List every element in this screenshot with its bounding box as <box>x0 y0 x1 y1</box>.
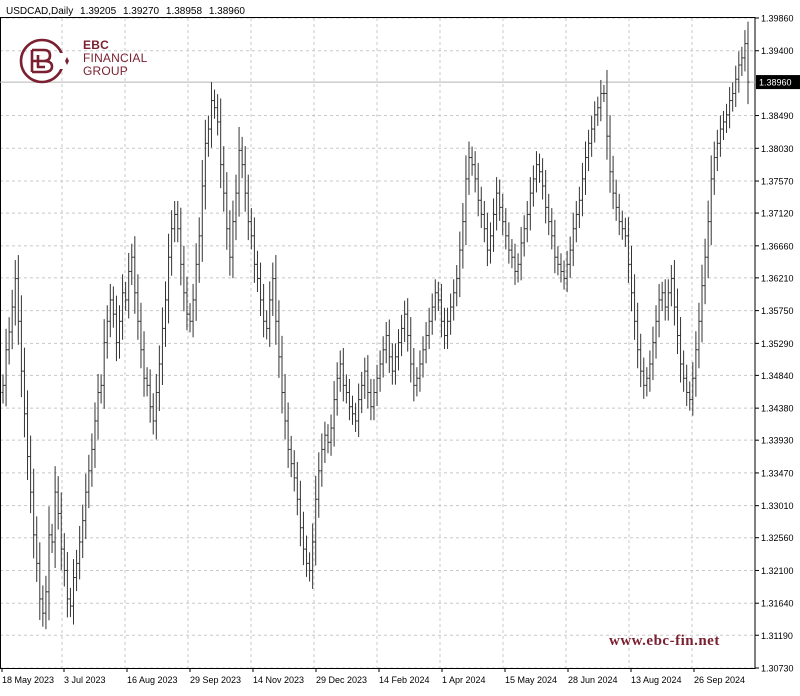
y-tick-label: 1.37570 <box>761 177 794 187</box>
y-tick-label: 1.34840 <box>761 371 794 381</box>
y-tick-label: 1.39400 <box>761 46 794 56</box>
symbol-header: USDCAD,Daily 1.39205 1.39270 1.38958 1.3… <box>6 6 249 17</box>
y-tick-label: 1.39860 <box>761 14 794 24</box>
x-tick-label: 28 Jun 2024 <box>568 675 618 685</box>
low-value: 1.38958 <box>165 6 203 17</box>
ebc-logo: EBC FINANCIAL GROUP <box>19 35 179 87</box>
x-tick-label: 13 Aug 2024 <box>631 675 682 685</box>
y-tick-label: 1.31190 <box>761 631 793 641</box>
ebc-logo-mark-icon <box>19 38 69 84</box>
y-tick-label: 1.37120 <box>761 209 794 219</box>
y-tick-label: 1.30730 <box>761 664 794 674</box>
x-tick-label: 29 Dec 2023 <box>316 675 367 685</box>
x-tick-label: 18 May 2023 <box>2 675 54 685</box>
y-tick-label: 1.38490 <box>761 111 794 121</box>
x-tick-label: 29 Sep 2023 <box>190 675 241 685</box>
symbol-label: USDCAD,Daily <box>6 6 74 17</box>
y-tick-label: 1.35750 <box>761 306 794 316</box>
y-tick-label: 1.34380 <box>761 404 794 414</box>
close-value: 1.38960 <box>208 6 245 17</box>
y-tick-label: 1.36210 <box>761 273 794 283</box>
y-tick-label: 1.33470 <box>761 468 794 478</box>
y-tick-label: 1.38030 <box>761 144 794 154</box>
y-tick-label: 1.31640 <box>761 599 794 609</box>
high-value: 1.39270 <box>122 6 160 17</box>
logo-line-3: GROUP <box>83 64 129 78</box>
plot-frame <box>0 17 756 669</box>
y-tick-label: 1.32100 <box>761 566 794 576</box>
open-value: 1.39205 <box>80 6 117 17</box>
website-watermark: www.ebc-fin.net <box>609 633 720 649</box>
y-tick-label: 1.33930 <box>761 436 794 446</box>
x-tick-label: 1 Apr 2024 <box>442 675 486 685</box>
y-tick-label: 1.36660 <box>761 241 794 251</box>
x-tick-label: 14 Nov 2023 <box>253 675 304 685</box>
current-price-tag <box>756 75 800 90</box>
y-tick-label: 1.32560 <box>761 533 794 543</box>
logo-line-1: EBC <box>83 38 109 52</box>
logo-text: EBC FINANCIAL GROUP <box>83 39 147 78</box>
x-tick-label: 15 May 2024 <box>505 675 557 685</box>
current-price-label: 1.38960 <box>759 78 792 88</box>
y-tick-label: 1.35290 <box>761 339 794 349</box>
x-tick-label: 16 Aug 2023 <box>127 675 178 685</box>
y-tick-label: 1.33010 <box>761 501 794 511</box>
x-tick-label: 26 Sep 2024 <box>694 675 745 685</box>
x-tick-label: 14 Feb 2024 <box>379 675 430 685</box>
x-tick-label: 3 Jul 2023 <box>64 675 106 685</box>
logo-line-2: FINANCIAL <box>83 51 148 65</box>
